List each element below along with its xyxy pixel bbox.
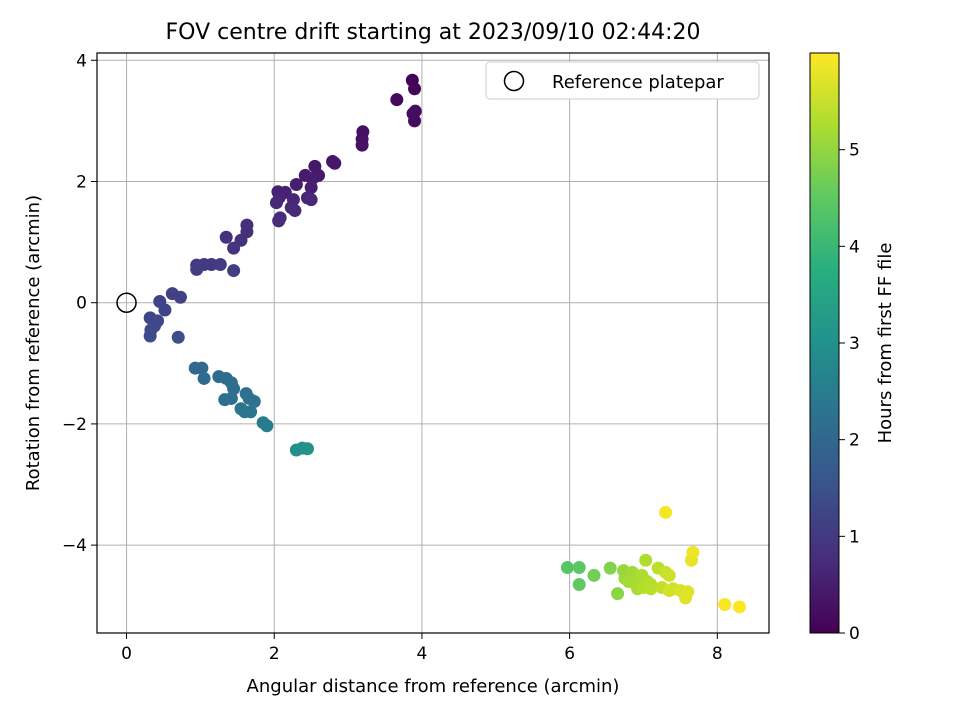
- scatter-point: [272, 214, 286, 228]
- x-tick-label: 6: [564, 644, 575, 664]
- scatter-point: [718, 598, 732, 612]
- colorbar-ticks: 0 1 2 3 4 5: [839, 141, 860, 644]
- scatter-point: [143, 329, 157, 343]
- scatter-point: [195, 361, 209, 375]
- grid: [97, 53, 769, 633]
- x-tick-label: 4: [417, 644, 428, 664]
- scatter-point: [681, 585, 695, 599]
- colorbar-tick-label: 0: [849, 624, 860, 644]
- legend-box: [485, 61, 760, 100]
- scatter-point: [732, 600, 746, 614]
- y-axis: −4 −2 0 2 4: [62, 51, 97, 556]
- colorbar-tick-label: 4: [849, 237, 860, 257]
- colorbar-tick-label: 1: [849, 527, 860, 547]
- scatter-point: [611, 587, 625, 601]
- scatter-point: [269, 196, 283, 210]
- colorbar: 0 1 2 3 4 5 Hours from first FF file: [809, 52, 896, 644]
- colorbar-label: Hours from first FF file: [875, 243, 896, 444]
- legend-entry-reference-platepar: Reference platepar: [552, 72, 724, 93]
- scatter-point: [408, 114, 422, 128]
- scatter-point: [171, 330, 185, 344]
- scatter-point: [260, 419, 274, 433]
- scatter-point: [659, 505, 673, 519]
- y-tick-label: 2: [76, 172, 87, 192]
- y-tick-label: −2: [62, 415, 87, 435]
- colorbar-gradient: [809, 52, 840, 634]
- scatter-points: [143, 73, 746, 614]
- scatter-point: [158, 303, 172, 317]
- colorbar-tick-label: 5: [849, 141, 860, 161]
- scatter-point: [603, 561, 617, 575]
- scatter-point: [390, 93, 404, 107]
- x-tick-label: 8: [712, 644, 723, 664]
- legend-marker-icon: [503, 70, 525, 92]
- scatter-point: [289, 178, 303, 192]
- scatter-point: [227, 264, 241, 278]
- scatter-point: [300, 442, 314, 456]
- scatter-point: [173, 290, 187, 304]
- x-axis-label: Angular distance from reference (arcmin): [247, 676, 620, 697]
- y-tick-label: 0: [76, 294, 87, 314]
- chart-title: FOV centre drift starting at 2023/09/10 …: [166, 20, 701, 45]
- scatter-point: [572, 578, 586, 592]
- scatter-point: [355, 138, 369, 152]
- scatter-point: [587, 568, 601, 582]
- scatter-point: [213, 258, 227, 272]
- scatter-point: [288, 204, 302, 218]
- scatter-point: [244, 405, 258, 419]
- x-tick-label: 2: [269, 644, 280, 664]
- scatter-point: [662, 568, 676, 582]
- scatter-point: [224, 391, 238, 405]
- scatter-point: [227, 382, 241, 396]
- scatter-point: [219, 230, 233, 244]
- x-axis: 0 2 4 6 8: [121, 633, 723, 664]
- colorbar-tick-label: 3: [849, 334, 860, 354]
- scatter-point: [328, 156, 342, 170]
- scatter-point: [247, 394, 261, 408]
- scatter-point: [644, 582, 658, 596]
- plot-area-frame: [96, 52, 770, 634]
- scatter-point: [190, 262, 204, 276]
- y-tick-label: −4: [62, 536, 87, 556]
- colorbar-tick-label: 2: [849, 431, 860, 451]
- scatter-point: [639, 553, 653, 567]
- scatter-point: [686, 545, 700, 559]
- scatter-point: [197, 371, 211, 385]
- scatter-point: [572, 561, 586, 575]
- scatter-point: [304, 181, 318, 195]
- y-tick-label: 4: [76, 51, 87, 71]
- scatter-point: [560, 561, 574, 575]
- y-axis-label: Rotation from reference (arcmin): [23, 195, 44, 491]
- x-tick-label: 0: [121, 644, 132, 664]
- scatter-point: [408, 82, 422, 96]
- legend: Reference platepar: [485, 61, 760, 100]
- reference-platepar-marker: [116, 292, 137, 313]
- scatter-point: [408, 104, 422, 118]
- scatter-point: [662, 584, 676, 598]
- scatter-point: [304, 193, 318, 207]
- scatter-point: [227, 241, 241, 255]
